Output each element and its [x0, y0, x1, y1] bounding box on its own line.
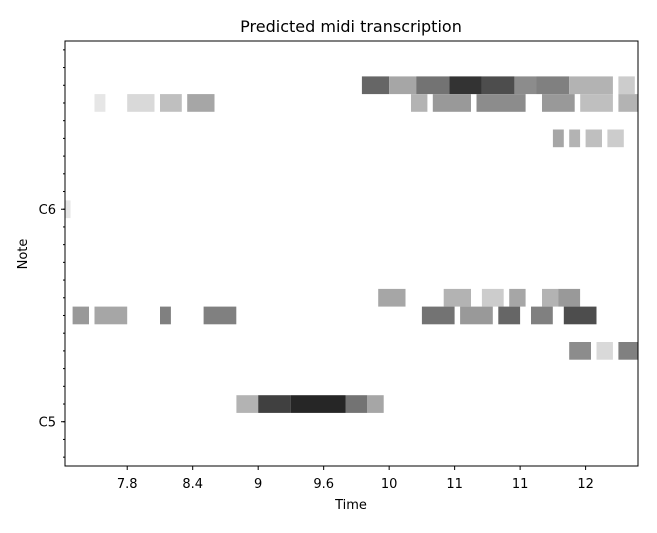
note-cell	[498, 306, 521, 325]
note-cell	[536, 76, 570, 95]
note-cell	[542, 288, 559, 307]
note-cell	[411, 94, 428, 112]
note-cell	[596, 342, 613, 360]
x-tick-label: 7.8	[117, 477, 138, 492]
note-cell	[389, 76, 417, 95]
note-cell	[569, 129, 581, 148]
note-cell	[449, 76, 482, 95]
x-axis: 7.8 8.4 9 9.6 10 11 11 12	[117, 466, 594, 492]
x-tick-label: 10	[381, 477, 398, 492]
note-cell	[94, 94, 106, 112]
note-cell	[72, 306, 89, 325]
note-cell	[569, 342, 591, 360]
note-cell	[290, 395, 346, 413]
note-cell	[361, 76, 390, 95]
x-axis-label: Time	[334, 498, 367, 513]
note-cell	[367, 395, 384, 413]
note-cell	[416, 76, 450, 95]
note-cell	[552, 129, 564, 148]
note-cell	[585, 129, 602, 148]
note-cell	[569, 76, 613, 95]
note-cell	[476, 94, 526, 112]
y-tick-label: C6	[39, 203, 56, 218]
y-axis: C5 C6	[39, 49, 65, 458]
note-cell	[432, 94, 471, 112]
note-cell	[481, 76, 515, 95]
note-cell	[618, 342, 638, 360]
x-tick-label: 11	[446, 477, 463, 492]
note-cell	[531, 306, 553, 325]
note-cell	[563, 306, 597, 325]
note-cell	[460, 306, 493, 325]
note-cell	[65, 200, 71, 219]
note-cell	[580, 94, 613, 112]
chart-title: Predicted midi transcription	[240, 17, 462, 36]
note-cell	[160, 94, 182, 112]
note-cell	[607, 129, 624, 148]
x-tick-label: 12	[577, 477, 594, 492]
note-cell	[618, 94, 638, 112]
note-cell	[481, 288, 504, 307]
note-cell	[618, 76, 635, 95]
x-tick-label: 9.6	[313, 477, 334, 492]
note-cell	[345, 395, 368, 413]
plot-frame	[64, 40, 639, 467]
note-cell	[236, 395, 259, 413]
y-axis-label: Note	[16, 239, 31, 270]
x-tick-label: 11	[512, 477, 529, 492]
note-cell	[187, 94, 215, 112]
note-cell	[558, 288, 581, 307]
note-cell	[160, 306, 171, 325]
note-cell	[127, 94, 155, 112]
x-tick-label: 9	[254, 477, 262, 492]
note-cell	[514, 76, 537, 95]
note-cell	[203, 306, 237, 325]
note-cell	[443, 288, 471, 307]
plot-area	[65, 76, 638, 413]
x-tick-label: 8.4	[182, 477, 203, 492]
note-cell	[258, 395, 291, 413]
note-cell	[542, 94, 575, 112]
note-cell	[509, 288, 526, 307]
note-cell	[94, 306, 128, 325]
note-cell	[378, 288, 406, 307]
y-tick-label: C5	[39, 416, 56, 431]
note-cell	[421, 306, 455, 325]
